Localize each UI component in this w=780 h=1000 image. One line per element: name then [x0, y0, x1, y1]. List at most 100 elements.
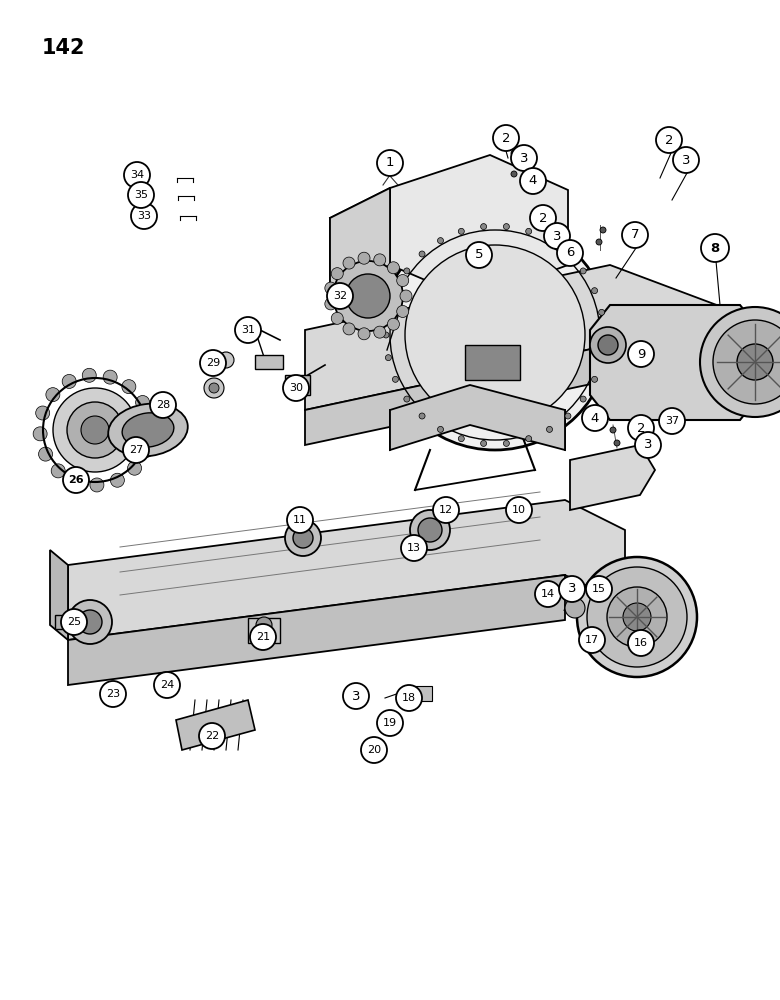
Circle shape [628, 415, 654, 441]
Circle shape [374, 254, 386, 266]
Text: 26: 26 [68, 475, 83, 485]
Text: 28: 28 [156, 400, 170, 410]
Circle shape [51, 464, 66, 478]
Circle shape [547, 426, 552, 432]
Circle shape [577, 557, 697, 677]
Circle shape [713, 320, 780, 404]
Circle shape [628, 630, 654, 656]
Circle shape [383, 332, 389, 338]
Circle shape [218, 352, 234, 368]
Text: 34: 34 [130, 170, 144, 180]
Circle shape [404, 268, 410, 274]
Circle shape [332, 312, 343, 324]
Polygon shape [330, 188, 390, 295]
Circle shape [346, 274, 390, 318]
Circle shape [33, 427, 47, 441]
Circle shape [46, 388, 60, 402]
Circle shape [565, 413, 571, 419]
Text: 4: 4 [590, 412, 599, 424]
Circle shape [392, 376, 399, 382]
Text: 33: 33 [137, 211, 151, 221]
Circle shape [587, 567, 687, 667]
Circle shape [250, 624, 276, 650]
Text: 3: 3 [352, 690, 360, 702]
Circle shape [590, 327, 626, 363]
Circle shape [607, 587, 667, 647]
Circle shape [547, 238, 552, 244]
Circle shape [139, 444, 153, 458]
Text: 11: 11 [293, 515, 307, 525]
Circle shape [506, 497, 532, 523]
Circle shape [143, 415, 157, 429]
Polygon shape [390, 155, 568, 300]
Circle shape [418, 518, 442, 542]
Circle shape [380, 220, 610, 450]
Circle shape [596, 239, 602, 245]
Circle shape [405, 245, 585, 425]
Circle shape [544, 223, 570, 249]
Circle shape [136, 395, 150, 410]
Circle shape [386, 711, 394, 719]
Text: 18: 18 [402, 693, 416, 703]
Circle shape [601, 332, 607, 338]
Circle shape [131, 203, 157, 229]
Circle shape [199, 723, 225, 749]
Bar [285, 375, 310, 395]
Text: 31: 31 [241, 325, 255, 335]
Circle shape [36, 406, 50, 420]
Text: 24: 24 [160, 680, 174, 690]
Polygon shape [590, 305, 760, 420]
Circle shape [400, 290, 412, 302]
Circle shape [526, 436, 532, 442]
Polygon shape [50, 550, 68, 640]
Circle shape [628, 341, 654, 367]
Text: 2: 2 [502, 131, 510, 144]
Circle shape [438, 238, 444, 244]
Polygon shape [68, 500, 625, 640]
Circle shape [62, 374, 76, 388]
Text: 4: 4 [529, 174, 537, 188]
Bar [248, 618, 280, 643]
Bar [402, 686, 432, 701]
Bar [255, 355, 283, 369]
Circle shape [515, 160, 521, 166]
Circle shape [580, 396, 587, 402]
Circle shape [235, 317, 261, 343]
Circle shape [154, 672, 180, 698]
Circle shape [591, 376, 597, 382]
Text: 3: 3 [519, 151, 528, 164]
Polygon shape [176, 700, 255, 750]
Ellipse shape [108, 404, 188, 456]
Text: 37: 37 [665, 416, 679, 426]
Circle shape [511, 150, 517, 156]
Circle shape [343, 683, 369, 709]
Circle shape [385, 355, 392, 361]
Text: 20: 20 [367, 745, 381, 755]
Polygon shape [305, 265, 730, 410]
Circle shape [565, 251, 571, 257]
Circle shape [586, 576, 612, 602]
Circle shape [459, 228, 464, 234]
Text: 22: 22 [205, 731, 219, 741]
Circle shape [123, 437, 149, 463]
Circle shape [332, 268, 343, 280]
Circle shape [659, 408, 685, 434]
Text: 14: 14 [541, 589, 555, 599]
Circle shape [283, 375, 309, 401]
Circle shape [69, 475, 83, 489]
Text: 29: 29 [206, 358, 220, 368]
Text: 2: 2 [636, 422, 645, 434]
Circle shape [100, 681, 126, 707]
Text: 10: 10 [512, 505, 526, 515]
Circle shape [480, 224, 487, 230]
Circle shape [388, 262, 399, 274]
Circle shape [143, 423, 157, 437]
Circle shape [103, 370, 117, 384]
Text: 23: 23 [106, 689, 120, 699]
Circle shape [622, 222, 648, 248]
Circle shape [401, 535, 427, 561]
Circle shape [392, 288, 399, 294]
Circle shape [623, 603, 651, 631]
Circle shape [256, 617, 272, 633]
Text: 13: 13 [407, 543, 421, 553]
